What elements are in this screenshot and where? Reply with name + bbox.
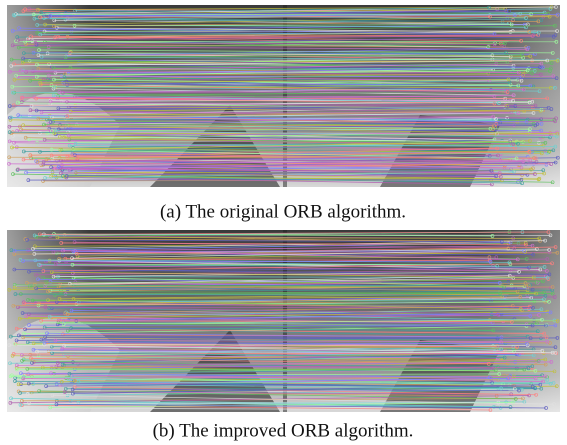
image-panel (7, 230, 560, 412)
match-line (16, 41, 556, 42)
caption: (b) The improved ORB algorithm. (153, 420, 414, 441)
image-panel (7, 5, 560, 187)
caption: (a) The original ORB algorithm. (160, 201, 406, 222)
page: (a) The original ORB algorithm. (b) The … (0, 0, 567, 445)
figure: (a) The original ORB algorithm. (b) The … (0, 0, 567, 445)
